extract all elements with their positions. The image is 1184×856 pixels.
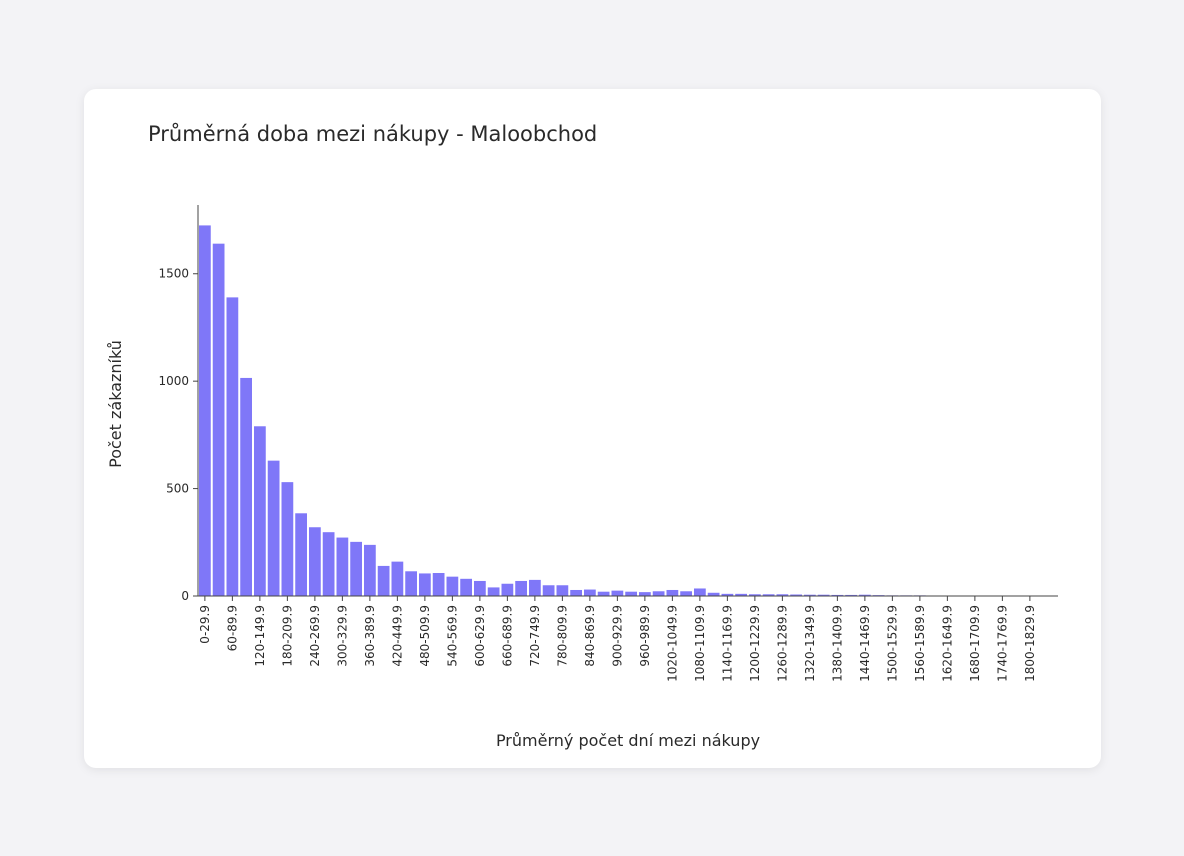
x-tick-label-1680-1709.9: 1680-1709.9 — [968, 605, 982, 682]
y-axis-title: Počet zákazníků — [106, 340, 125, 468]
x-tick-label-1080-1109.9: 1080-1109.9 — [693, 605, 707, 682]
bar-1410-1439.9 — [845, 594, 857, 596]
bar-540-569.9 — [446, 576, 459, 596]
x-tick-label-120-149.9: 120-149.9 — [253, 605, 267, 667]
bar-1050-1079.9 — [680, 591, 692, 596]
x-tick-label-780-809.9: 780-809.9 — [555, 605, 569, 667]
bar-840-869.9 — [584, 589, 596, 596]
bar-420-449.9 — [391, 561, 404, 596]
x-tick-label-1560-1589.9: 1560-1589.9 — [913, 605, 927, 682]
bar-1230-1259.9 — [762, 594, 775, 596]
x-tick-label-1380-1409.9: 1380-1409.9 — [830, 605, 844, 682]
x-tick-label-60-89.9: 60-89.9 — [225, 605, 239, 651]
bar-0-29.9 — [199, 225, 211, 596]
x-tick-label-1740-1769.9: 1740-1769.9 — [995, 605, 1009, 682]
bar-1080-1109.9 — [694, 588, 706, 596]
x-tick-label-840-869.9: 840-869.9 — [583, 605, 597, 667]
bar-300-329.9 — [336, 537, 349, 596]
y-tick-label-1500: 1500 — [158, 267, 189, 281]
x-tick-label-1620-1649.9: 1620-1649.9 — [940, 605, 954, 682]
bars-group — [199, 225, 1036, 597]
bar-150-179.9 — [267, 460, 280, 596]
x-tick-label-1800-1829.9: 1800-1829.9 — [1023, 605, 1037, 682]
bar-870-899.9 — [597, 591, 610, 596]
x-tick-label-0-29.9: 0-29.9 — [198, 605, 212, 644]
bar-960-989.9 — [639, 592, 651, 596]
bar-1170-1199.9 — [735, 593, 747, 596]
bar-990-1019.9 — [652, 591, 665, 596]
x-tick-label-900-929.9: 900-929.9 — [610, 605, 624, 667]
bar-690-719.9 — [515, 580, 527, 596]
y-tick-label-1000: 1000 — [158, 374, 189, 388]
bar-810-839.9 — [570, 589, 582, 596]
bar-1260-1289.9 — [776, 594, 789, 596]
bar-30-59.9 — [212, 243, 225, 597]
bar-660-689.9 — [501, 583, 514, 596]
bar-360-389.9 — [364, 544, 376, 596]
x-tick-label-360-389.9: 360-389.9 — [363, 605, 377, 667]
bar-720-749.9 — [529, 579, 541, 596]
x-tick-label-300-329.9: 300-329.9 — [335, 605, 349, 667]
x-tick-label-480-509.9: 480-509.9 — [418, 605, 432, 667]
y-axis-ticks: 0 500 1000 1500 — [158, 267, 198, 603]
bar-570-599.9 — [460, 578, 472, 596]
bar-240-269.9 — [309, 527, 321, 596]
x-tick-label-240-269.9: 240-269.9 — [308, 605, 322, 667]
x-tick-label-720-749.9: 720-749.9 — [528, 605, 542, 667]
x-tick-label-1260-1289.9: 1260-1289.9 — [775, 605, 789, 682]
bar-780-809.9 — [556, 585, 569, 596]
bar-630-659.9 — [487, 587, 500, 596]
bar-90-119.9 — [240, 377, 252, 596]
bar-390-419.9 — [377, 565, 390, 596]
x-tick-label-180-209.9: 180-209.9 — [280, 605, 294, 667]
x-tick-label-420-449.9: 420-449.9 — [390, 605, 404, 667]
x-tick-label-1020-1049.9: 1020-1049.9 — [665, 605, 679, 682]
bar-900-929.9 — [611, 590, 624, 596]
x-tick-label-1500-1529.9: 1500-1529.9 — [885, 605, 899, 682]
y-tick-label-0: 0 — [181, 589, 189, 603]
bar-1020-1049.9 — [666, 589, 679, 596]
bar-210-239.9 — [295, 513, 307, 596]
x-tick-label-1140-1169.9: 1140-1169.9 — [720, 605, 734, 682]
bar-600-629.9 — [474, 580, 486, 596]
bar-930-959.9 — [625, 591, 637, 596]
bar-450-479.9 — [405, 571, 417, 596]
bar-1110-1139.9 — [707, 592, 720, 596]
bar-120-149.9 — [254, 426, 266, 596]
bar-60-89.9 — [226, 297, 239, 596]
bar-1350-1379.9 — [817, 594, 830, 596]
bar-270-299.9 — [322, 532, 335, 596]
bar-1140-1169.9 — [721, 593, 734, 596]
bar-180-209.9 — [281, 482, 294, 596]
bar-750-779.9 — [542, 585, 555, 596]
bar-1200-1229.9 — [749, 594, 761, 596]
y-tick-label-500: 500 — [166, 482, 189, 496]
bar-1320-1349.9 — [804, 594, 816, 596]
x-axis-title: Průměrný počet dní mezi nákupy — [496, 731, 760, 750]
x-tick-label-540-569.9: 540-569.9 — [445, 605, 459, 667]
x-tick-label-1440-1469.9: 1440-1469.9 — [858, 605, 872, 682]
histogram-chart: Průměrná doba mezi nákupy - Maloobchod P… — [106, 122, 1058, 750]
bar-510-539.9 — [432, 573, 445, 596]
bar-1290-1319.9 — [790, 594, 802, 596]
chart-title: Průměrná doba mezi nákupy - Maloobchod — [148, 122, 597, 146]
chart-card: Průměrná doba mezi nákupy - Maloobchod P… — [84, 89, 1101, 768]
bar-1440-1469.9 — [859, 594, 871, 596]
x-tick-label-960-989.9: 960-989.9 — [638, 605, 652, 667]
x-axis-ticks: 0-29.9 60-89.9 120-149.9 180-209.9 240-269.9… — [198, 596, 1037, 682]
bar-480-509.9 — [419, 573, 431, 596]
bar-330-359.9 — [350, 541, 362, 596]
bar-1380-1409.9 — [831, 594, 844, 596]
x-tick-label-1320-1349.9: 1320-1349.9 — [803, 605, 817, 682]
x-tick-label-660-689.9: 660-689.9 — [500, 605, 514, 667]
x-tick-label-1200-1229.9: 1200-1229.9 — [748, 605, 762, 682]
x-tick-label-600-629.9: 600-629.9 — [473, 605, 487, 667]
